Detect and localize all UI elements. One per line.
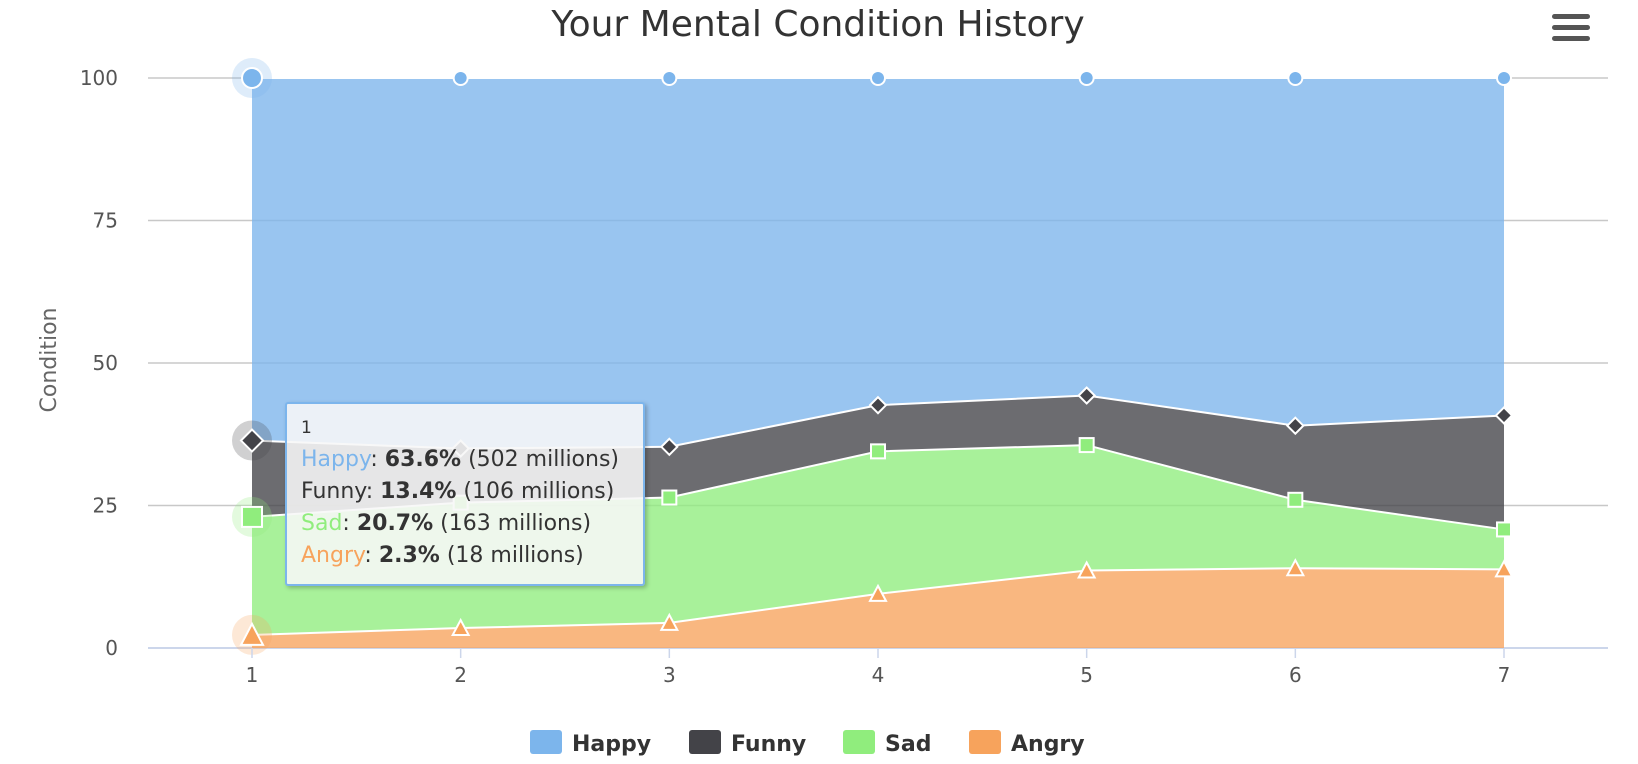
tooltip-value: 13.4% xyxy=(380,479,457,504)
tooltip-row-angry: Angry: 2.3% (18 millions) xyxy=(301,540,629,572)
area-sad xyxy=(252,445,1504,635)
y-tick-label: 100 xyxy=(80,66,118,90)
tooltip-value: 2.3% xyxy=(378,543,440,568)
marker-sad-1[interactable] xyxy=(241,505,263,528)
y-axis-ticks: 0 25 50 75 100 xyxy=(80,66,118,660)
tooltip-separator: : xyxy=(342,511,357,536)
area-angry xyxy=(252,568,1504,648)
x-axis-ticks: 1 2 3 4 5 6 7 xyxy=(246,648,1511,687)
legend-swatch xyxy=(969,730,1001,754)
y-axis-label: Condition xyxy=(37,308,62,413)
tooltip-extra: (106 millions) xyxy=(456,479,615,504)
marker-funny-4[interactable] xyxy=(868,395,888,415)
marker-funny-1[interactable] xyxy=(239,428,265,453)
legend-swatch xyxy=(689,730,721,754)
tooltip-row-happy: Happy: 63.6% (502 millions) xyxy=(301,444,629,476)
marker-angry-7[interactable] xyxy=(1494,559,1514,578)
y-tick-label: 25 xyxy=(93,494,118,518)
marker-sad-4[interactable] xyxy=(870,443,886,460)
x-tick-label: 4 xyxy=(872,663,885,687)
marker-funny-6[interactable] xyxy=(1285,416,1305,436)
x-tick-label: 5 xyxy=(1080,663,1093,687)
tooltip-row-funny: Funny: 13.4% (106 millions) xyxy=(301,476,629,508)
hamburger-menu-icon[interactable] xyxy=(1552,14,1590,46)
tooltip-series-name: Angry xyxy=(301,543,365,568)
marker-angry-4[interactable] xyxy=(868,583,888,602)
legend-label: Sad xyxy=(885,732,931,757)
chart-title: Your Mental Condition History xyxy=(550,4,1084,45)
tooltip-row-sad: Sad: 20.7% (163 millions) xyxy=(301,508,629,540)
area-happy xyxy=(252,78,1504,449)
tooltip-extra: (18 millions) xyxy=(439,543,584,568)
marker-funny-5[interactable] xyxy=(1077,386,1097,405)
legend-item-sad[interactable]: Sad xyxy=(843,730,931,757)
marker-angry-1[interactable] xyxy=(239,621,265,646)
tooltip: 1 Happy: 63.6% (502 millions) Funny: 13.4… xyxy=(285,402,645,586)
marker-angry-5[interactable] xyxy=(1076,560,1097,579)
tooltip-value: 20.7% xyxy=(356,511,434,536)
legend-item-funny[interactable]: Funny xyxy=(689,730,806,757)
marker-happy-2[interactable] xyxy=(452,70,469,86)
tooltip-series-name: Sad xyxy=(301,511,343,536)
legend-label: Happy xyxy=(572,732,651,757)
marker-sad-5[interactable] xyxy=(1078,437,1095,454)
marker-happy-5[interactable] xyxy=(1078,70,1095,86)
tooltip-separator: : xyxy=(365,479,381,504)
legend-label: Angry xyxy=(1011,732,1085,757)
marker-sad-7[interactable] xyxy=(1496,521,1512,538)
y-tick-label: 75 xyxy=(93,209,118,233)
tooltip-value: 63.6% xyxy=(384,447,462,472)
tooltip-extra: (163 millions) xyxy=(433,511,592,536)
marker-happy-1[interactable] xyxy=(241,67,263,89)
tooltip-header: 1 xyxy=(301,418,312,438)
marker-funny-7[interactable] xyxy=(1494,406,1514,425)
tooltip-separator: : xyxy=(370,447,385,472)
marker-angry-6[interactable] xyxy=(1285,558,1306,577)
legend-swatch xyxy=(530,730,562,754)
legend: Happy Funny Sad Angry xyxy=(530,730,1085,757)
x-tick-label: 2 xyxy=(454,663,467,687)
marker-angry-3[interactable] xyxy=(659,612,679,631)
marker-sad-3[interactable] xyxy=(661,489,678,506)
marker-sad-6[interactable] xyxy=(1287,491,1304,508)
legend-swatch xyxy=(843,730,875,754)
x-tick-label: 1 xyxy=(246,663,259,687)
tooltip-separator: : xyxy=(364,543,379,568)
marker-funny-3[interactable] xyxy=(659,437,679,457)
y-tick-label: 50 xyxy=(93,351,118,375)
tooltip-series-name: Funny xyxy=(301,479,366,504)
legend-item-happy[interactable]: Happy xyxy=(530,730,651,757)
marker-happy-6[interactable] xyxy=(1287,70,1304,86)
series-markers xyxy=(232,58,1514,655)
tooltip-extra: (502 millions) xyxy=(461,447,619,472)
x-tick-label: 3 xyxy=(663,663,676,687)
tooltip-series-name: Happy xyxy=(301,447,371,472)
legend-label: Funny xyxy=(731,732,806,757)
y-tick-label: 0 xyxy=(105,636,118,660)
x-tick-label: 7 xyxy=(1498,663,1511,687)
marker-happy-4[interactable] xyxy=(870,70,886,86)
marker-happy-3[interactable] xyxy=(661,70,678,86)
x-tick-label: 6 xyxy=(1289,663,1302,687)
legend-item-angry[interactable]: Angry xyxy=(969,730,1085,757)
marker-angry-2[interactable] xyxy=(450,617,471,637)
marker-happy-7[interactable] xyxy=(1496,70,1512,86)
